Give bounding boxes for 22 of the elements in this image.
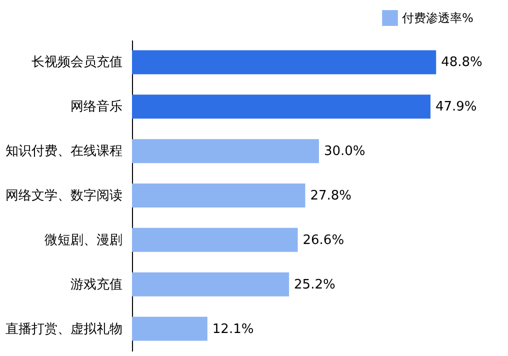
data-label: 25.2% <box>294 277 336 292</box>
data-label: 30.0% <box>324 144 366 160</box>
data-label: 26.6% <box>302 232 344 248</box>
y-tick-label: 网络文学、数字阅读 <box>6 188 122 204</box>
data-label: 48.8% <box>441 55 482 70</box>
legend-label: 付费渗透率% <box>401 11 474 25</box>
data-label: 12.1% <box>212 322 254 337</box>
data-label: 27.8% <box>310 188 352 204</box>
y-tick-label: 直播打赏、虚拟礼物 <box>6 322 122 337</box>
y-tick-label: 知识付费、在线课程 <box>6 144 122 160</box>
bar <box>132 184 306 208</box>
y-tick-label: 微短剧、漫剧 <box>44 232 122 248</box>
bar <box>132 139 319 164</box>
bar <box>132 272 290 296</box>
bar <box>132 94 430 119</box>
data-label: 47.9% <box>435 100 477 115</box>
y-tick-label: 游戏充值 <box>70 277 122 292</box>
bar <box>132 228 298 252</box>
y-tick-label: 网络音乐 <box>70 100 122 115</box>
bar <box>132 50 436 74</box>
y-tick-label: 长视频会员充值 <box>32 55 122 70</box>
bar <box>132 316 208 341</box>
